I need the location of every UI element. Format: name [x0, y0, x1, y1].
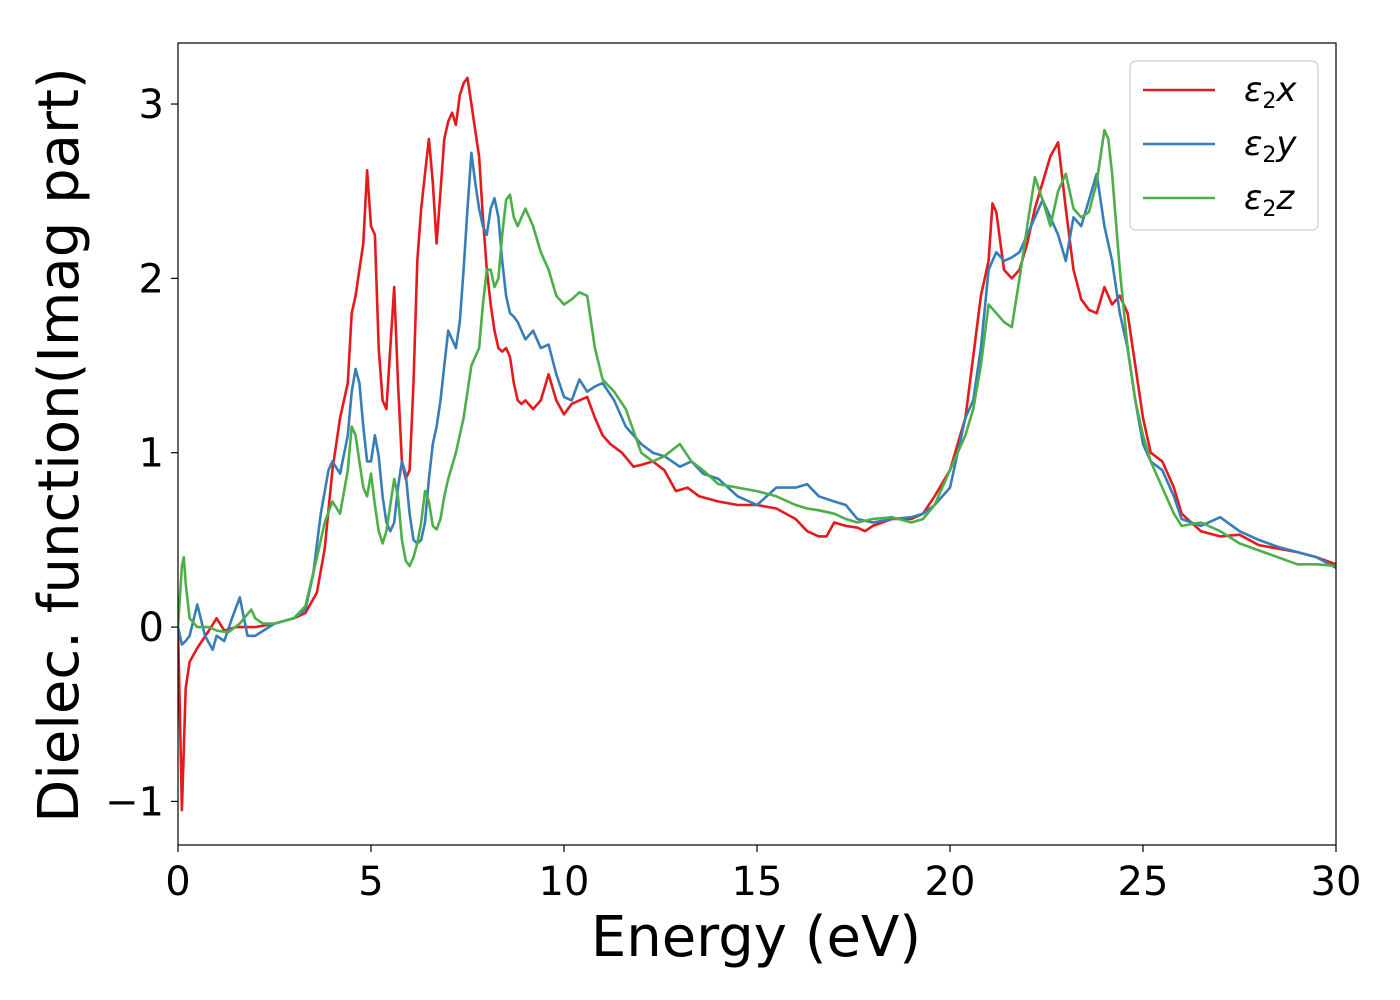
legend: ε2x ε2y ε2z — [1129, 60, 1319, 231]
y-tick-label: 0 — [139, 605, 164, 651]
series-line-y — [178, 151, 1336, 652]
y-tick-label: 1 — [139, 431, 164, 477]
legend-label-x: ε2x — [1244, 70, 1297, 114]
x-axis-ticks: 0 5 10 15 20 25 30 — [165, 845, 1361, 905]
legend-label-y: ε2y — [1244, 124, 1297, 168]
legend-box — [1129, 60, 1319, 231]
y-tick-label: −1 — [105, 779, 164, 825]
y-axis-label: Dielec. function(Imag part) — [27, 67, 92, 823]
series-line-x — [178, 76, 1336, 812]
legend-label-z: ε2z — [1244, 178, 1295, 222]
y-axis-ticks: −1 0 1 2 3 — [105, 82, 178, 825]
x-tick-label: 25 — [1118, 859, 1169, 905]
x-tick-label: 20 — [925, 859, 976, 905]
x-tick-label: 10 — [539, 859, 590, 905]
x-tick-label: 15 — [732, 859, 783, 905]
plot-lines — [178, 76, 1336, 812]
x-axis-label: Energy (eV) — [591, 905, 921, 970]
y-tick-label: 3 — [139, 82, 164, 128]
series-line-z — [178, 128, 1336, 634]
y-tick-label: 2 — [139, 256, 164, 302]
x-tick-label: 30 — [1311, 859, 1362, 905]
x-tick-label: 5 — [358, 859, 383, 905]
x-tick-label: 0 — [165, 859, 190, 905]
